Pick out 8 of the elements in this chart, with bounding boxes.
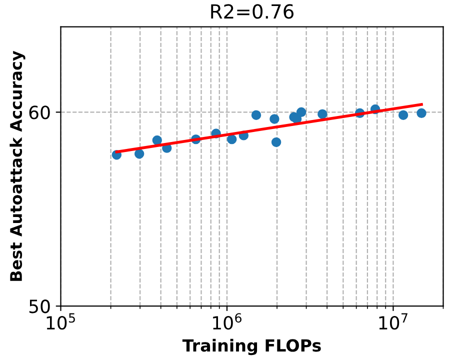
chart-title: R2=0.76 [211, 4, 294, 19]
x-tick-label: 10$^{6}$ [213, 313, 242, 330]
x-axis-title: Training FLOPs [182, 338, 321, 356]
y-tick-label: 50 [29, 300, 50, 314]
y-axis-title: Best Autoattack Accuracy [10, 50, 26, 281]
y-tick-label: 60 [29, 106, 50, 120]
x-tick-label: 10$^{5}$ [46, 313, 75, 330]
x-tick-label: 10$^{7}$ [379, 313, 408, 330]
